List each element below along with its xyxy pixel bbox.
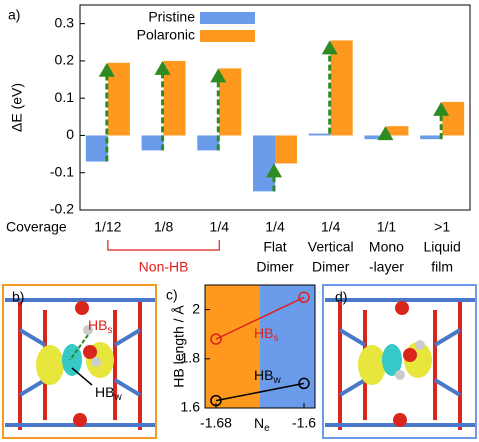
y-tick-label: 0.1 (55, 89, 75, 105)
bar (219, 68, 242, 136)
x-tick-label: Dimer (256, 259, 294, 275)
bar (197, 135, 220, 151)
series-label-main: HB (254, 367, 273, 383)
background-left (205, 285, 260, 408)
panel-label: b) (12, 289, 24, 305)
bar (141, 135, 164, 151)
y-tick-label: -0.2 (50, 201, 74, 217)
x-tick-label: Vertical (308, 239, 354, 255)
hb-label: HBs (88, 317, 112, 336)
y-axis-label: ΔE (eV) (9, 83, 25, 132)
arrow-head (321, 40, 338, 55)
series-line (215, 382, 305, 402)
arrow-head (154, 60, 171, 75)
point (210, 394, 222, 407)
series-label: HBs (254, 325, 278, 344)
bar (107, 62, 130, 136)
background-right (260, 285, 315, 408)
y-tick-label: 1.6 (181, 399, 201, 415)
bar (308, 133, 331, 136)
bar (386, 126, 409, 136)
y-axis-label: HB length / Å (171, 305, 187, 388)
y-tick-label: -0.1 (50, 163, 74, 179)
bar (330, 40, 353, 136)
legend-label: Pristine (148, 9, 195, 25)
x-tick-label: 1/4 (210, 219, 230, 235)
arrow-head (377, 126, 394, 141)
x-tick-label: 1/4 (265, 219, 285, 235)
point (210, 333, 222, 345)
bar (275, 135, 297, 164)
structure-b: b) HBs HBw (2, 284, 157, 439)
x-tick-label: film (431, 259, 453, 275)
arrow-head (433, 101, 450, 116)
legend-label: Polaronic (137, 27, 195, 43)
axes-frame (79, 4, 471, 211)
series-label-main: HB (254, 325, 273, 341)
x-axis-label-main: N (254, 415, 264, 431)
series-label-sub: w (272, 375, 281, 386)
point (298, 377, 310, 390)
x-tick-label: 1/4 (321, 219, 341, 235)
x-tick-label: Mono (369, 239, 404, 255)
arrow-head (210, 68, 227, 83)
arrow-head (266, 163, 282, 178)
x-axis-label: Ne (254, 415, 270, 434)
y-tick-label: 0 (66, 126, 74, 142)
x-tick-label: Flat (263, 239, 286, 255)
x-tick-label: >1 (434, 219, 450, 235)
x-axis-label: Coverage (6, 219, 67, 235)
series-label-sub: s (273, 333, 278, 344)
y-tick-label: 0.2 (55, 52, 75, 68)
hb-label: HBw (95, 384, 122, 403)
series-label: HBw (254, 367, 281, 386)
arrow-head (98, 62, 115, 77)
bar (442, 101, 465, 136)
y-tick-label: 1.8 (181, 350, 201, 366)
bar (364, 135, 387, 140)
y-tick-label: 0.3 (55, 14, 75, 30)
point (298, 291, 310, 304)
x-tick-label: -1.6 (292, 415, 316, 431)
panel-label: c) (166, 287, 178, 303)
legend-swatch (200, 12, 255, 24)
panel-label: a) (8, 7, 20, 23)
axes-frame (204, 284, 316, 409)
series-line (215, 296, 305, 340)
x-tick-label: 1/12 (94, 219, 121, 235)
structure-d: d) (322, 284, 477, 439)
x-tick-label: 1/8 (154, 219, 174, 235)
bar (253, 135, 275, 192)
bar (420, 135, 443, 140)
bar (163, 60, 186, 136)
group-bracket (107, 240, 220, 251)
x-tick-label: Dimer (312, 259, 350, 275)
bar (85, 135, 108, 162)
x-axis-label-sub: e (264, 423, 270, 434)
legend-swatch (200, 30, 255, 42)
x-tick-label: -layer (369, 259, 404, 275)
x-tick-label: -1.68 (200, 415, 232, 431)
y-tick-label: 2 (192, 300, 200, 316)
x-tick-label: 1/1 (377, 219, 397, 235)
panel-label: d) (335, 289, 347, 305)
x-tick-label: Liquid (423, 239, 460, 255)
group-label: Non-HB (139, 259, 189, 275)
